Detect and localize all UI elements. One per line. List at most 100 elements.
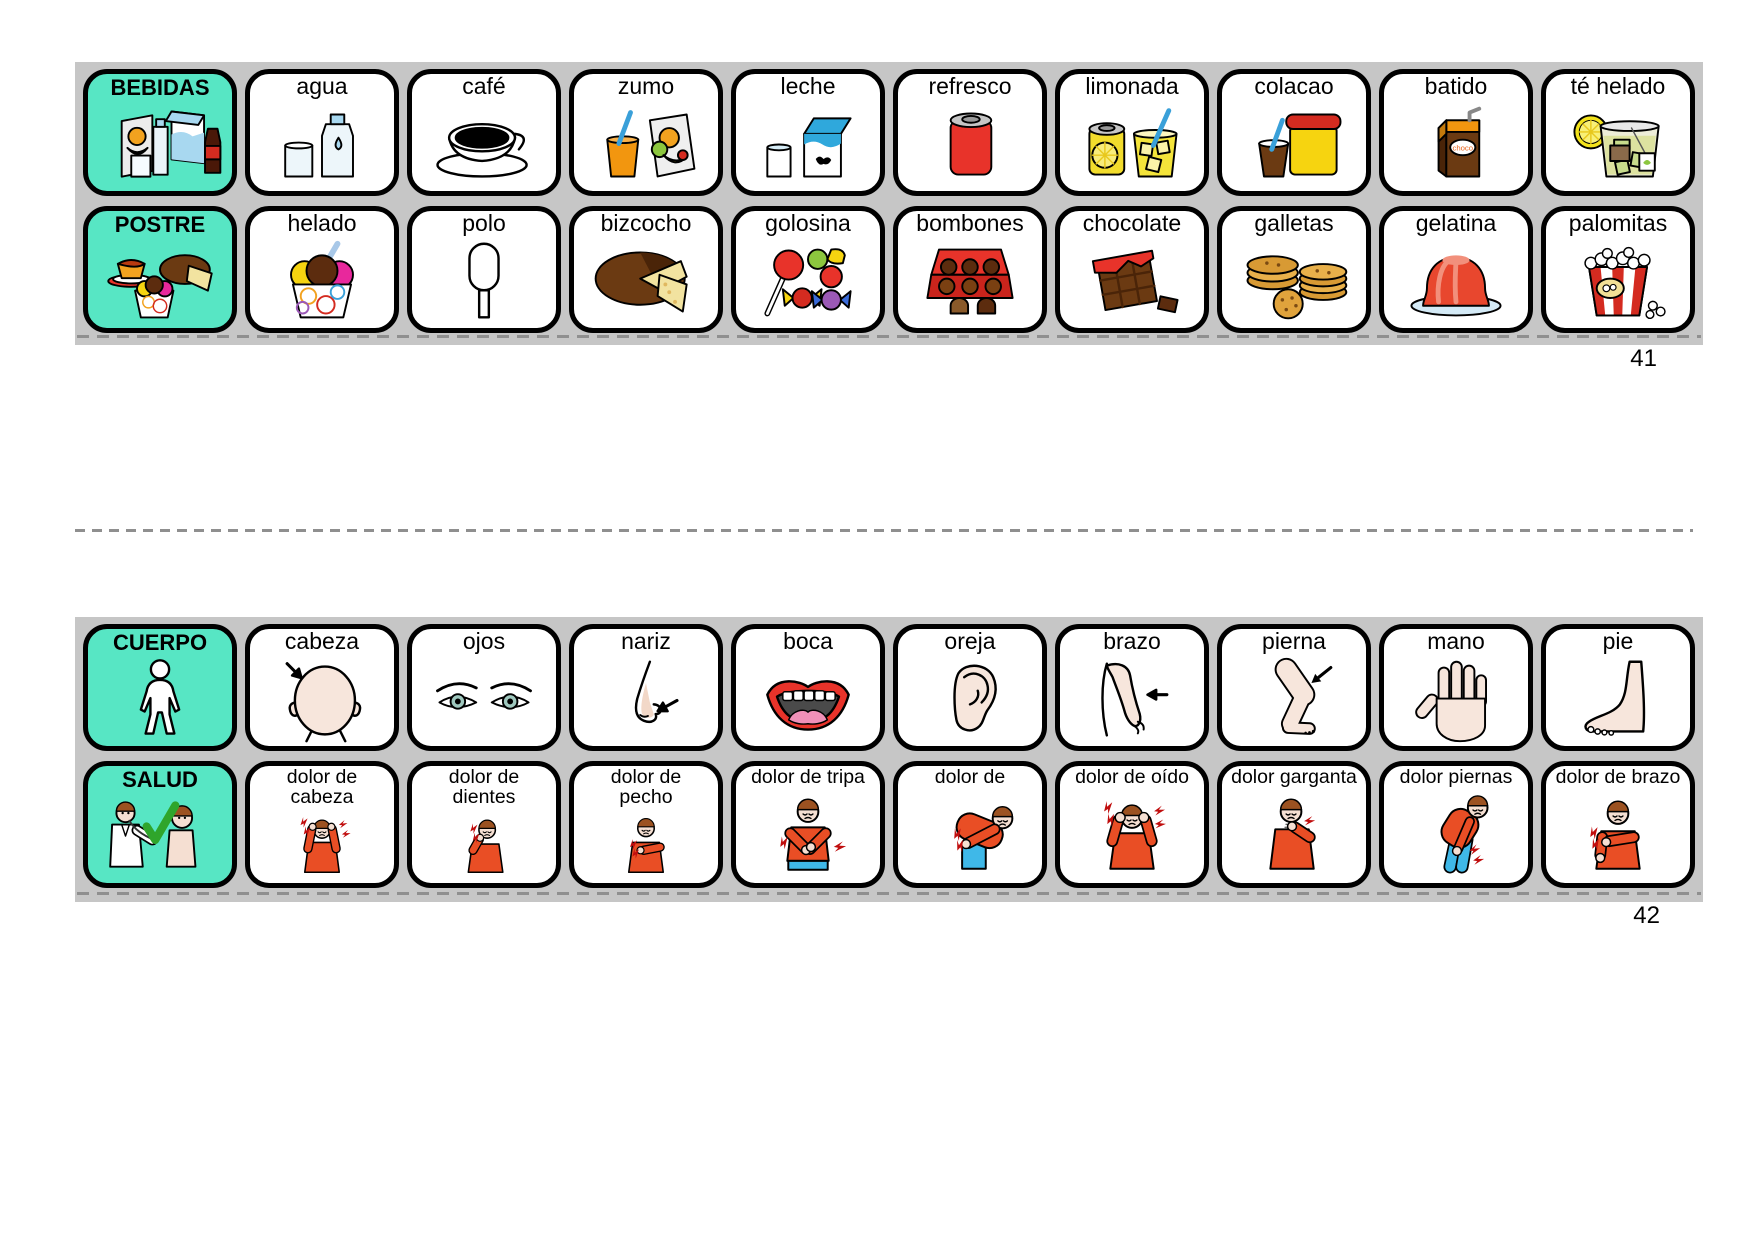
card-label: galletas: [1254, 210, 1334, 236]
card-label: bombones: [916, 210, 1024, 236]
row-salud: SALUD dolor de cabeza dolor de dientes dol…: [83, 761, 1695, 888]
card-pierna: pierna: [1217, 624, 1371, 751]
strip-rows: BEBIDAS agua café zumo leche refresco li…: [75, 62, 1703, 333]
helado-icon: [250, 236, 394, 328]
card-label: SALUD: [122, 767, 198, 792]
card-label: golosina: [765, 210, 851, 236]
pierna-icon: [1222, 654, 1366, 746]
card-colacao: colacao: [1217, 69, 1371, 196]
card-label: leche: [780, 73, 836, 99]
card-brazo: brazo: [1055, 624, 1209, 751]
card-label: nariz: [621, 628, 671, 654]
card-dolor-brazo: dolor de brazo: [1541, 761, 1695, 888]
fold-divider-line: [75, 529, 1693, 532]
palomitas-icon: [1546, 236, 1690, 328]
card-dolor-piernas: dolor piernas: [1379, 761, 1533, 888]
card-label: limonada: [1085, 73, 1179, 99]
card-dolor-cabeza: dolor de cabeza: [245, 761, 399, 888]
strip-rows: CUERPO cabeza ojos nariz boca oreja braz…: [75, 617, 1703, 888]
card-label: bizcocho: [600, 210, 692, 236]
row-bebidas: BEBIDAS agua café zumo leche refresco li…: [83, 69, 1695, 196]
boca-icon: [736, 654, 880, 746]
card-batido: batido choco: [1379, 69, 1533, 196]
golosina-icon: [736, 236, 880, 328]
ojos-icon: [412, 654, 556, 746]
card-label: BEBIDAS: [110, 75, 210, 100]
card-label: boca: [783, 628, 833, 654]
category-card-salud: SALUD: [83, 761, 237, 888]
row-postre: POSTRE helado polo bizcocho golosina bom…: [83, 206, 1695, 333]
card-label: café: [462, 73, 506, 99]
card-label: pierna: [1262, 628, 1326, 654]
card-oreja: oreja: [893, 624, 1047, 751]
page-number-41: 41: [1630, 345, 1657, 372]
dolor-garganta-icon: [1222, 787, 1366, 883]
card-pie: pie: [1541, 624, 1695, 751]
mano-icon: [1384, 654, 1528, 746]
dolor-pecho-icon: [574, 808, 718, 883]
te-helado-icon: [1546, 99, 1690, 191]
dolor-piernas-icon: [1384, 787, 1528, 883]
card-polo: polo: [407, 206, 561, 333]
refresco-icon: [898, 99, 1042, 191]
dolor-tripa-icon: [736, 787, 880, 883]
dolor-espalda-icon: [898, 787, 1042, 883]
batido-icon: choco: [1384, 99, 1528, 191]
card-label: CUERPO: [112, 630, 208, 655]
card-label: chocolate: [1082, 210, 1182, 236]
pie-icon: [1546, 654, 1690, 746]
card-helado: helado: [245, 206, 399, 333]
chocolate-icon: [1060, 236, 1204, 328]
card-label: dolor de pecho: [610, 766, 682, 809]
card-limonada: limonada: [1055, 69, 1209, 196]
dolor-dientes-icon: [412, 808, 556, 883]
card-dolor-garganta: dolor garganta: [1217, 761, 1371, 888]
card-ojos: ojos: [407, 624, 561, 751]
cuerpo-icon: [88, 655, 232, 746]
card-label: cabeza: [284, 628, 360, 654]
card-galletas: galletas: [1217, 206, 1371, 333]
card-dolor-espalda: dolor de: [893, 761, 1047, 888]
strip-bebidas-postre: BEBIDAS agua café zumo leche refresco li…: [75, 62, 1703, 345]
card-label: dolor garganta: [1231, 766, 1357, 788]
card-cabeza: cabeza: [245, 624, 399, 751]
galletas-icon: [1222, 236, 1366, 328]
salud-icon: [88, 792, 232, 883]
bizcocho-icon: [574, 236, 718, 328]
card-nariz: nariz: [569, 624, 723, 751]
card-gelatina: gelatina: [1379, 206, 1533, 333]
oreja-icon: [898, 654, 1042, 746]
svg-text:choco: choco: [1452, 143, 1473, 152]
card-leche: leche: [731, 69, 885, 196]
card-cafe: café: [407, 69, 561, 196]
polo-icon: [412, 236, 556, 328]
card-label: palomitas: [1568, 210, 1668, 236]
card-dolor-oido: dolor de oído: [1055, 761, 1209, 888]
gelatina-icon: [1384, 236, 1528, 328]
card-label: POSTRE: [114, 212, 206, 237]
card-label: brazo: [1103, 628, 1161, 654]
card-label: oreja: [944, 628, 996, 654]
zumo-icon: [574, 99, 718, 191]
strip-cuerpo-salud: CUERPO cabeza ojos nariz boca oreja braz…: [75, 617, 1703, 902]
card-chocolate: chocolate: [1055, 206, 1209, 333]
row-cuerpo: CUERPO cabeza ojos nariz boca oreja braz…: [83, 624, 1695, 751]
card-te-helado: té helado: [1541, 69, 1695, 196]
bebidas-icon: [88, 100, 232, 191]
dolor-brazo-icon: [1546, 787, 1690, 883]
cafe-icon: [412, 99, 556, 191]
card-label: dolor de brazo: [1555, 766, 1681, 788]
cut-line: [77, 892, 1701, 895]
card-label: gelatina: [1415, 210, 1497, 236]
cut-line: [77, 335, 1701, 338]
card-label: ojos: [462, 628, 506, 654]
card-label: dolor de tripa: [751, 766, 865, 788]
dolor-oido-icon: [1060, 787, 1204, 883]
card-dolor-tripa: dolor de tripa: [731, 761, 885, 888]
category-card-bebidas: BEBIDAS: [83, 69, 237, 196]
card-label: pie: [1602, 628, 1634, 654]
card-palomitas: palomitas: [1541, 206, 1695, 333]
card-dolor-dientes: dolor de dientes: [407, 761, 561, 888]
card-label: helado: [287, 210, 357, 236]
card-label: dolor de oído: [1075, 766, 1189, 788]
